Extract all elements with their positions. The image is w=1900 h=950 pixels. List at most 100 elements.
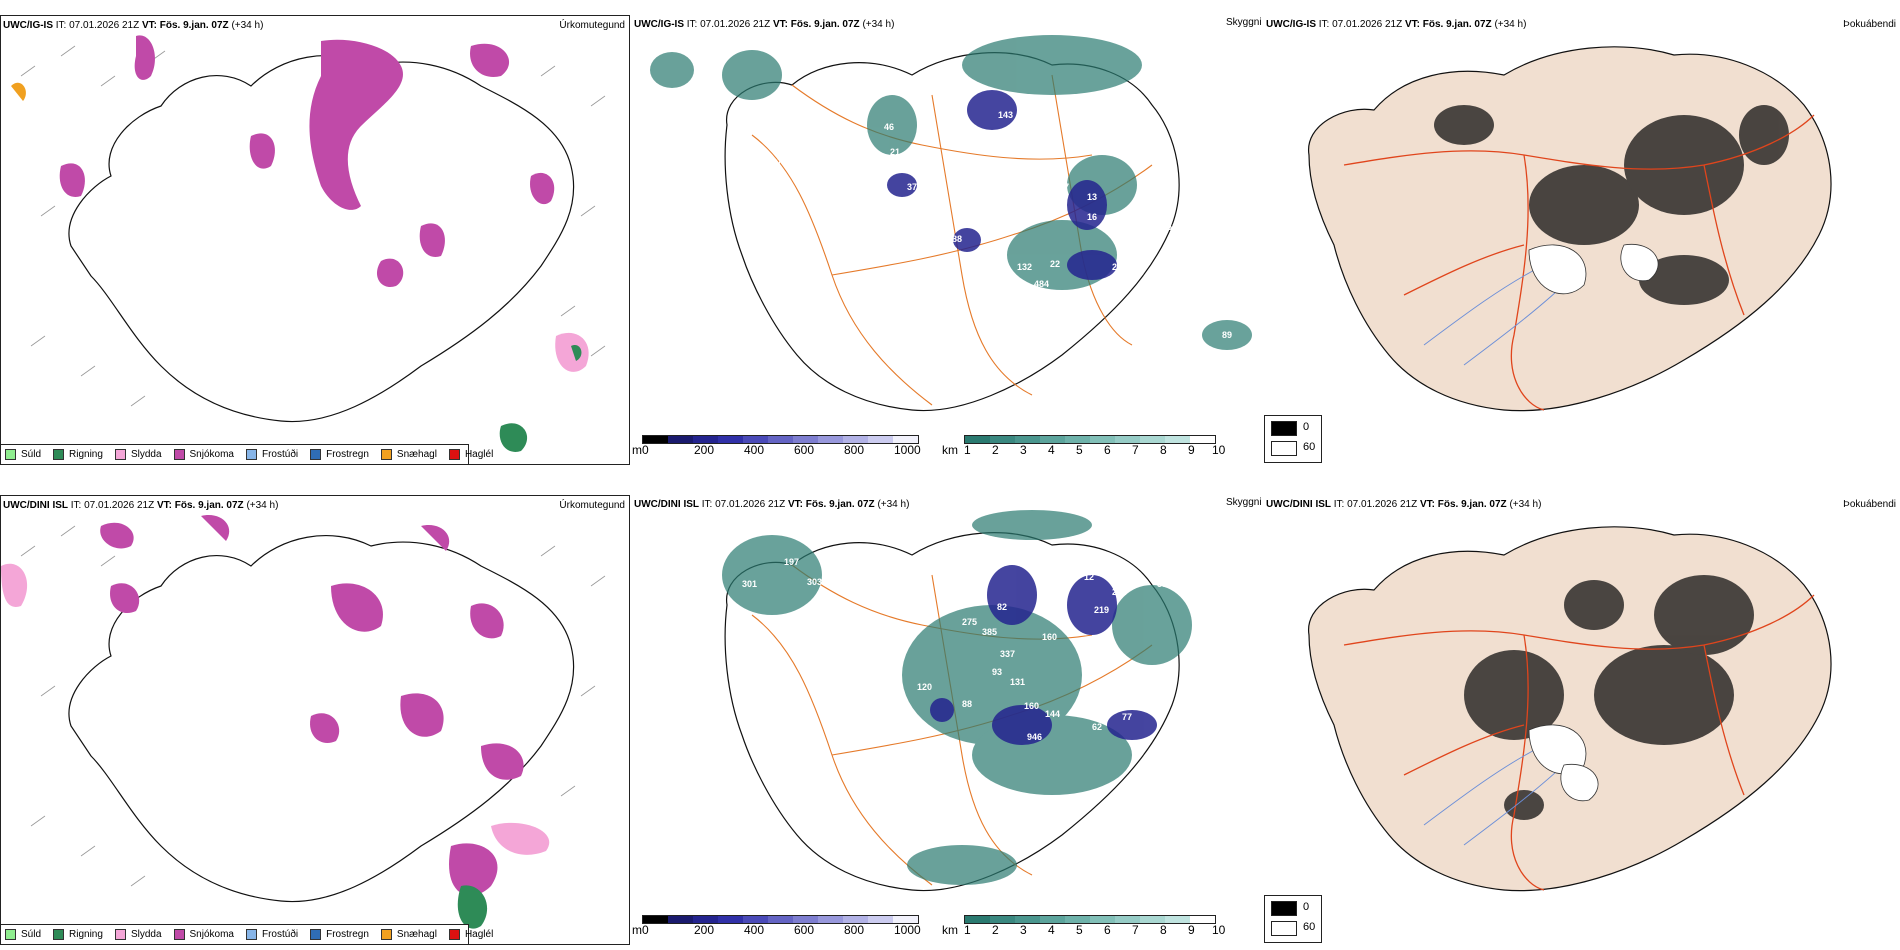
fog-panel-row1: UWC/IG-IS IT: 07.01.2026 21Z VT: Fös. 9.…	[1264, 15, 1900, 465]
legend-item-hagel: Haglél	[448, 929, 493, 940]
cloud-base-unit: m	[632, 923, 642, 937]
tick-label: 0	[642, 923, 649, 937]
visibility-unit: km	[942, 443, 958, 457]
tick-label: 7	[1132, 923, 1139, 937]
vis-label: 168	[952, 207, 967, 217]
panel-title: Skyggni	[1226, 497, 1262, 508]
vis-label: 22	[1050, 259, 1060, 269]
vis-label: 303	[807, 577, 822, 587]
vis-label: 207	[1112, 262, 1127, 272]
vis-label: 209	[1040, 587, 1055, 597]
vis-label: 48	[984, 165, 994, 175]
fog-map	[1308, 526, 1832, 892]
model-name: UWC/IG-IS	[634, 19, 684, 30]
vis-label: 337	[1000, 649, 1015, 659]
tick-label: 200	[694, 923, 715, 937]
iceland-outline	[724, 52, 1180, 412]
vis-label: 484	[1034, 279, 1049, 289]
it-label: IT:	[55, 20, 67, 31]
vis-label: 12	[902, 157, 912, 167]
vis-label: 89	[1222, 330, 1232, 340]
panel-header: UWC/IG-IS IT: 07.01.2026 21Z VT: Fös. 9.…	[1266, 19, 1527, 30]
road-network	[1343, 114, 1815, 411]
vis-label: 384	[1230, 69, 1245, 79]
visibility-colorbar: km 1 2 3 4 5 6 7 8 9 10	[942, 435, 1252, 457]
legend-item-snjokoma: Snjókoma	[173, 449, 234, 460]
panel-header: UWC/IG-IS IT: 07.01.2026 21Z VT: Fös. 9.…	[3, 20, 263, 31]
vis-label: 13	[1087, 192, 1097, 202]
fog-legend-high: 60	[1303, 441, 1316, 453]
panel-title: Úrkomutegund	[559, 20, 625, 31]
legend-item-snaehagl: Snæhagl	[380, 929, 437, 940]
precip-legend: Súld Rigning Slydda Snjókoma Frostúði Fr…	[1, 924, 493, 944]
vis-label: 50	[1167, 222, 1177, 232]
tick-label: 1000	[894, 443, 921, 457]
vt-label: VT:	[141, 20, 157, 31]
tick-label: 2	[992, 923, 999, 937]
vis-label: 143	[998, 110, 1013, 120]
tick-label: 3	[1020, 443, 1027, 457]
vis-label: 37	[907, 182, 917, 192]
iceland-outline	[68, 55, 575, 423]
legend-item-frostregn: Frostregn	[310, 449, 369, 460]
legend-item-slydda: Slydda	[114, 449, 162, 460]
tick-label: 4	[1048, 923, 1055, 937]
vis-label: 131	[1010, 677, 1025, 687]
vis-label: 71	[1204, 182, 1214, 192]
vis-label: 385	[982, 627, 997, 637]
visibility-value-labels: 373 197 301 303 720 137 12 135 55 244 20…	[742, 517, 1167, 742]
fog-legend-low: 0	[1303, 421, 1310, 433]
fog-legend-low: 0	[1303, 901, 1310, 913]
tick-label: 400	[744, 443, 765, 457]
tick-label: 5	[1076, 443, 1083, 457]
vis-label: 197	[784, 557, 799, 567]
panel-header: UWC/DINI ISL IT: 07.01.2026 21Z VT: Fös.…	[1266, 499, 1542, 510]
legend-item-snjokoma: Snjókoma	[173, 929, 234, 940]
tick-label: 800	[844, 923, 865, 937]
legend-item-rigning: Rigning	[53, 929, 103, 940]
visibility-map: 697 962 384 143 46 21 97 48 12 37 213 28…	[650, 35, 1252, 412]
vis-label: 93	[992, 667, 1002, 677]
fog-map	[1308, 46, 1832, 412]
precip-type-panel-row1: UWC/IG-IS IT: 07.01.2026 21Z VT: Fös. 9.…	[0, 15, 630, 465]
vis-label: 21	[890, 147, 900, 157]
tick-label: 800	[844, 443, 865, 457]
visibility-cells	[964, 915, 1216, 924]
vis-label: 12	[1084, 572, 1094, 582]
fog-legend: 0 60	[1264, 415, 1322, 463]
vt-value: Fös. 9.jan. 07Z	[159, 20, 229, 31]
tick-label: 4	[1048, 443, 1055, 457]
precip-type-map	[11, 35, 606, 452]
iceland-outline	[1308, 526, 1832, 892]
tick-label: 9	[1188, 923, 1195, 937]
visibility-map: 373 197 301 303 720 137 12 135 55 244 20…	[722, 510, 1192, 892]
vis-label: 720	[884, 582, 899, 592]
legend-item-frostudi: Frostúði	[245, 929, 298, 940]
vis-label: 697	[1197, 49, 1212, 59]
vis-label: 301	[742, 579, 757, 589]
tick-label: 5	[1076, 923, 1083, 937]
vis-label: 62	[1092, 722, 1102, 732]
panel-title: Þokuábendi	[1843, 499, 1896, 510]
legend-item-snaehagl: Snæhagl	[380, 449, 437, 460]
vis-label: 137	[1092, 557, 1107, 567]
model-name: UWC/DINI ISL	[1266, 499, 1331, 510]
tick-label: 9	[1188, 443, 1195, 457]
vis-label: 97	[772, 157, 782, 167]
model-name: UWC/DINI ISL	[3, 500, 68, 511]
legend-item-frostudi: Frostúði	[245, 449, 298, 460]
vis-label: 962	[1222, 55, 1237, 65]
visibility-cells	[964, 435, 1216, 444]
panel-title: Skyggni	[1226, 17, 1262, 28]
vis-label: 57	[1157, 579, 1167, 589]
tick-label: 8	[1160, 443, 1167, 457]
precip-type-panel-row2: UWC/DINI ISL IT: 07.01.2026 21Z VT: Fös.…	[0, 495, 630, 945]
vis-label: 287	[1054, 182, 1069, 192]
fog-legend-high: 60	[1303, 921, 1316, 933]
lead-time: (+34 h)	[231, 20, 264, 31]
cloud-base-cells	[642, 435, 919, 444]
panel-title: Úrkomutegund	[559, 500, 625, 511]
vis-label: 88	[952, 234, 962, 244]
vis-label: 219	[1094, 605, 1109, 615]
vis-label: 120	[917, 682, 932, 692]
